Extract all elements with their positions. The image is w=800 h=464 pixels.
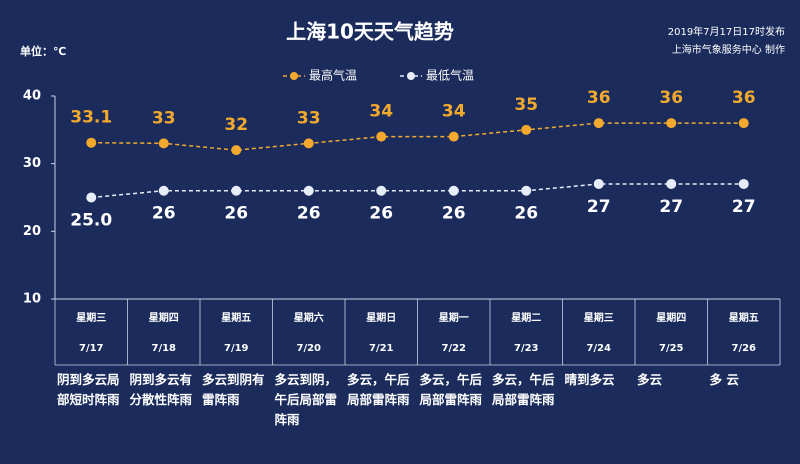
point — [738, 118, 749, 129]
point — [376, 131, 387, 142]
x-tick-label: 7/19 — [224, 343, 249, 354]
issued: 2019年7月17日17时发布 — [668, 25, 785, 38]
y-tick-label: 20 — [23, 224, 41, 239]
weather-text: 多云 — [637, 372, 663, 387]
data-label: 26 — [514, 204, 538, 224]
weather-text: 阴到多云有分散性阵雨 — [129, 372, 193, 407]
point — [303, 185, 314, 196]
point — [738, 178, 749, 189]
point — [521, 185, 532, 196]
data-label: 36 — [659, 88, 683, 108]
point — [593, 118, 604, 129]
series-line — [91, 183, 744, 199]
weekday-label: 星期三 — [584, 311, 614, 324]
weekday-label: 星期三 — [76, 311, 106, 324]
point — [231, 145, 242, 156]
x-tick-label: 7/20 — [296, 343, 321, 354]
x-tick-label: 7/26 — [731, 343, 756, 354]
x-tick-label: 7/18 — [151, 343, 176, 354]
point — [448, 185, 459, 196]
data-label: 27 — [659, 197, 683, 217]
point — [448, 131, 459, 142]
data-label: 26 — [442, 204, 466, 224]
data-label: 32 — [224, 115, 248, 135]
weather-text: 阴到多云局部短时阵雨 — [57, 372, 120, 407]
data-label: 27 — [732, 197, 756, 217]
x-tick-label: 7/22 — [441, 343, 466, 354]
weather-text: 多云，午后局部雷阵雨 — [492, 372, 555, 407]
y-tick-label: 10 — [23, 292, 41, 307]
data-label: 36 — [587, 88, 611, 108]
data-label: 26 — [369, 204, 393, 224]
x-tick-label: 7/17 — [79, 343, 104, 354]
y-tick-label: 40 — [23, 89, 41, 104]
weekday-label: 星期二 — [511, 311, 541, 324]
data-label: 26 — [152, 204, 176, 224]
weather-text: 多云，午后局部雷阵雨 — [347, 372, 410, 407]
point — [86, 192, 97, 203]
data-label: 33.1 — [70, 108, 112, 128]
data-label: 26 — [297, 204, 321, 224]
weekday-label: 星期一 — [439, 311, 469, 324]
x-tick-label: 7/21 — [369, 343, 394, 354]
data-label: 36 — [732, 88, 756, 108]
x-tick-label: 7/24 — [586, 343, 611, 354]
chart-title: 上海10天天气趋势 — [286, 20, 454, 44]
weather-text: 晴到多云 — [564, 372, 615, 387]
weather-text: 多云，午后局部雷阵雨 — [419, 372, 483, 407]
weather-text: 多云到阴，午后局部雷阵雨 — [274, 372, 338, 427]
legend-dot — [290, 72, 298, 80]
data-label: 26 — [224, 204, 248, 224]
producer: 上海市气象服务中心 制作 — [672, 43, 785, 56]
x-tick-label: 7/23 — [514, 343, 539, 354]
data-label: 33 — [297, 108, 321, 128]
data-label: 34 — [369, 102, 393, 122]
point — [158, 138, 169, 149]
point — [593, 178, 604, 189]
point — [666, 118, 677, 129]
point — [666, 178, 677, 189]
point — [158, 185, 169, 196]
point — [303, 138, 314, 149]
weekday-label: 星期四 — [656, 311, 686, 324]
legend-label: 最高气温 — [309, 68, 357, 83]
unit-label: 单位：℃ — [20, 44, 66, 58]
series-line — [91, 122, 744, 151]
weekday-label: 星期五 — [221, 311, 251, 324]
data-label: 34 — [442, 102, 466, 122]
y-tick-label: 30 — [23, 156, 41, 171]
legend-label: 最低气温 — [426, 68, 474, 83]
data-label: 25.0 — [70, 211, 112, 231]
weather-text: 多云到阴有雷阵雨 — [202, 372, 265, 407]
point — [231, 185, 242, 196]
weekday-label: 星期六 — [294, 311, 324, 324]
weather-text: 多 云 — [709, 372, 739, 387]
x-tick-label: 7/25 — [659, 343, 684, 354]
legend-dot — [407, 72, 415, 80]
point — [521, 124, 532, 135]
data-label: 35 — [514, 95, 538, 115]
data-label: 27 — [587, 197, 611, 217]
data-label: 33 — [152, 108, 176, 128]
weekday-label: 星期日 — [366, 311, 396, 324]
weekday-label: 星期五 — [729, 311, 759, 324]
weekday-label: 星期四 — [149, 311, 179, 324]
point — [376, 185, 387, 196]
point — [86, 137, 97, 148]
